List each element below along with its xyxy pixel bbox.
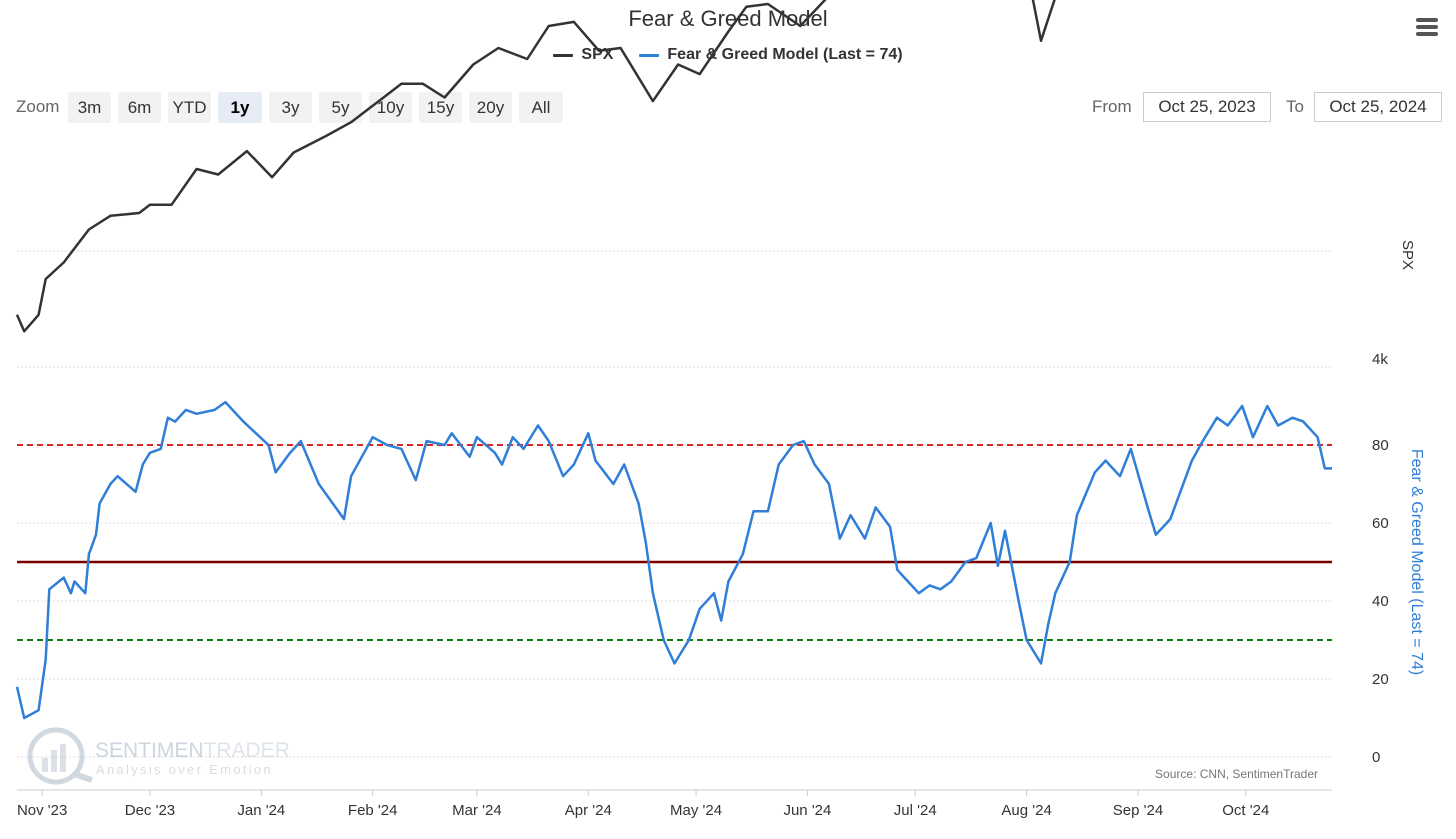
- zoom-6m-button[interactable]: 6m: [118, 92, 161, 123]
- zoom-10y-button[interactable]: 10y: [369, 92, 412, 123]
- hamburger-menu-icon[interactable]: [1410, 12, 1442, 44]
- zoom-5y-button[interactable]: 5y: [319, 92, 362, 123]
- zoom-label: Zoom: [16, 97, 60, 116]
- x-tick-label: Sep '24: [1113, 802, 1163, 819]
- legend-item-fear-greed[interactable]: Fear & Greed Model (Last = 74): [639, 46, 903, 64]
- y-tick-label-fear-greed: 20: [1372, 671, 1389, 688]
- y-tick-label-fear-greed: 60: [1372, 515, 1389, 532]
- x-tick-label: Jun '24: [783, 802, 831, 819]
- watermark-bar-icon: [51, 750, 57, 772]
- watermark-tagline: Analysis over Emotion: [96, 762, 273, 777]
- zoom-1y-button[interactable]: 1y: [218, 92, 262, 123]
- x-tick-label: Oct '24: [1222, 802, 1269, 819]
- watermark-magnifier-handle: [73, 771, 93, 783]
- y-tick-label-fear-greed: 0: [1372, 749, 1380, 766]
- legend-label-fear-greed: Fear & Greed Model (Last = 74): [667, 46, 903, 63]
- grid-lines: [17, 250, 1332, 758]
- series-line-spx[interactable]: [15, 0, 1332, 333]
- x-tick-label: Dec '23: [125, 802, 175, 819]
- x-tick-label: Mar '24: [452, 802, 502, 819]
- series-line-fear-greed[interactable]: [15, 400, 1332, 720]
- range-from-input[interactable]: Oct 25, 2023: [1143, 92, 1271, 122]
- y-tick-label-spx: 4k: [1372, 351, 1388, 368]
- x-tick-label: Jan '24: [237, 802, 285, 819]
- y-tick-label-fear-greed: 40: [1372, 593, 1389, 610]
- range-to-input[interactable]: Oct 25, 2024: [1314, 92, 1442, 122]
- range-from-label: From: [1092, 97, 1132, 116]
- source-note: Source: CNN, SentimenTrader: [1155, 767, 1318, 781]
- watermark-brand: SENTIMENTRADER: [95, 739, 290, 762]
- reference-lines: [17, 444, 1332, 641]
- x-tick-label: May '24: [670, 802, 722, 819]
- zoom-ytd-button[interactable]: YTD: [168, 92, 211, 123]
- zoom-20y-button[interactable]: 20y: [469, 92, 512, 123]
- watermark-bar-icon: [42, 758, 48, 772]
- x-tick-label: Jul '24: [894, 802, 937, 819]
- watermark-brand-part2: TRADER: [204, 739, 290, 762]
- axes: Nov '23 Dec '23 Jan '24 Feb '24 Mar '24 Apr '…: [17, 240, 1425, 819]
- y-axis-title-fear-greed: Fear & Greed Model (Last = 74): [1408, 449, 1425, 675]
- watermark: SENTIMENTRADER Analysis over Emotion: [27, 727, 290, 785]
- watermark-magnifier-icon: [27, 727, 85, 785]
- y-axis-title-spx: SPX: [1399, 240, 1416, 270]
- x-tick-label: Nov '23: [17, 802, 67, 819]
- range-to-label: To: [1286, 97, 1304, 116]
- zoom-3y-button[interactable]: 3y: [269, 92, 312, 123]
- legend-swatch-fear-greed: [639, 53, 660, 57]
- series-lines: [15, 0, 1332, 720]
- zoom-15y-button[interactable]: 15y: [419, 92, 462, 123]
- y-tick-label-fear-greed: 80: [1372, 437, 1389, 454]
- x-tick-label: Feb '24: [348, 802, 398, 819]
- zoom-all-button[interactable]: All: [519, 92, 563, 123]
- zoom-3m-button[interactable]: 3m: [68, 92, 111, 123]
- x-tick-label: Aug '24: [1001, 802, 1051, 819]
- watermark-bar-icon: [60, 744, 66, 772]
- chart-title: Fear & Greed Model: [628, 6, 828, 31]
- x-tick-label: Apr '24: [565, 802, 612, 819]
- watermark-brand-part1: SENTIMEN: [95, 739, 204, 762]
- legend-swatch-spx: [553, 53, 574, 57]
